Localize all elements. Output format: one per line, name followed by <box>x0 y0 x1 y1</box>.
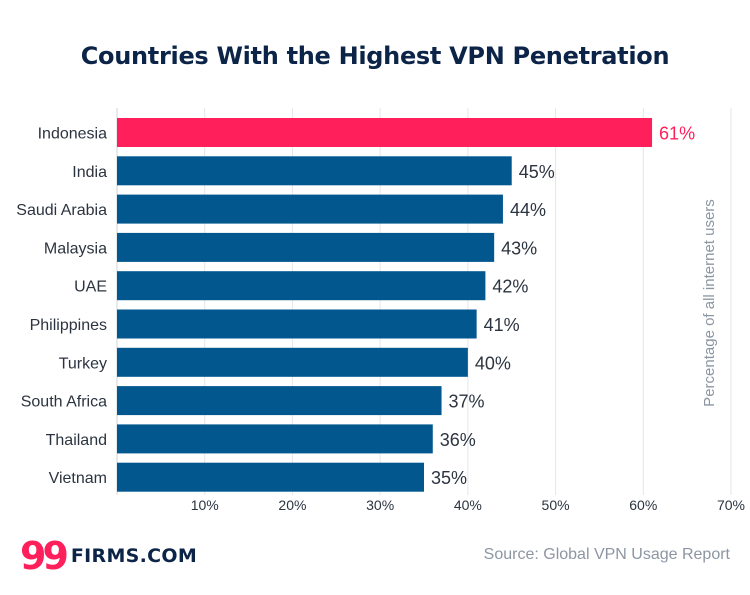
category-label: Indonesia <box>38 126 107 143</box>
value-label: 42% <box>492 277 528 297</box>
x-tick-label: 20% <box>278 497 306 513</box>
source-note: Source: Global VPN Usage Report <box>483 546 730 563</box>
bar-chart: Indonesia 61% India 45% Saudi Arabia 44% Malay… <box>16 108 745 513</box>
x-tick-label: 60% <box>629 497 657 513</box>
bar-india <box>117 156 512 186</box>
value-label: 40% <box>475 353 511 373</box>
value-label: 61% <box>659 124 695 144</box>
value-label: 43% <box>501 238 537 258</box>
value-label: 35% <box>431 468 467 488</box>
category-label: Malaysia <box>44 240 107 257</box>
value-label: 41% <box>484 315 520 335</box>
category-label: UAE <box>74 279 107 296</box>
bar-thailand <box>117 424 433 454</box>
x-tick-label: 50% <box>542 497 570 513</box>
category-label: Turkey <box>59 355 107 372</box>
value-label: 36% <box>440 430 476 450</box>
chart-title: Countries With the Highest VPN Penetrati… <box>80 42 670 70</box>
bar-philippines <box>117 309 477 339</box>
logo-text: FIRMS.COM <box>70 545 198 567</box>
brand-logo: 99 FIRMS.COM <box>20 536 197 576</box>
value-label: 37% <box>449 392 485 412</box>
x-tick-label: 30% <box>366 497 394 513</box>
bar-turkey <box>117 347 468 377</box>
y-axis-title: Percentage of all internet users <box>701 199 718 407</box>
category-label: Vietnam <box>49 470 107 487</box>
x-tick-label: 40% <box>454 497 482 513</box>
logo-mark: 99 <box>20 534 69 578</box>
category-label: South Africa <box>21 394 107 411</box>
x-tick-label: 10% <box>191 497 219 513</box>
bar-south-africa <box>117 386 442 416</box>
x-tick-label: 70% <box>717 497 745 513</box>
bar-uae <box>117 271 486 301</box>
value-label: 45% <box>519 162 555 182</box>
category-label: Saudi Arabia <box>16 202 107 219</box>
value-label: 44% <box>510 200 546 220</box>
bar-vietnam <box>117 462 424 492</box>
category-label: India <box>72 164 107 181</box>
bar-indonesia <box>117 118 653 147</box>
category-label: Philippines <box>30 317 107 334</box>
category-label: Thailand <box>46 432 107 449</box>
bar-saudi-arabia <box>117 194 503 224</box>
bar-malaysia <box>117 232 495 262</box>
